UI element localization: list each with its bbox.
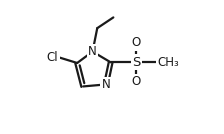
Text: O: O	[131, 75, 141, 88]
Text: N: N	[102, 78, 110, 91]
Text: Cl: Cl	[47, 51, 58, 64]
Text: S: S	[132, 56, 140, 69]
Text: N: N	[88, 45, 97, 58]
Text: O: O	[131, 36, 141, 49]
Text: CH₃: CH₃	[157, 56, 179, 69]
